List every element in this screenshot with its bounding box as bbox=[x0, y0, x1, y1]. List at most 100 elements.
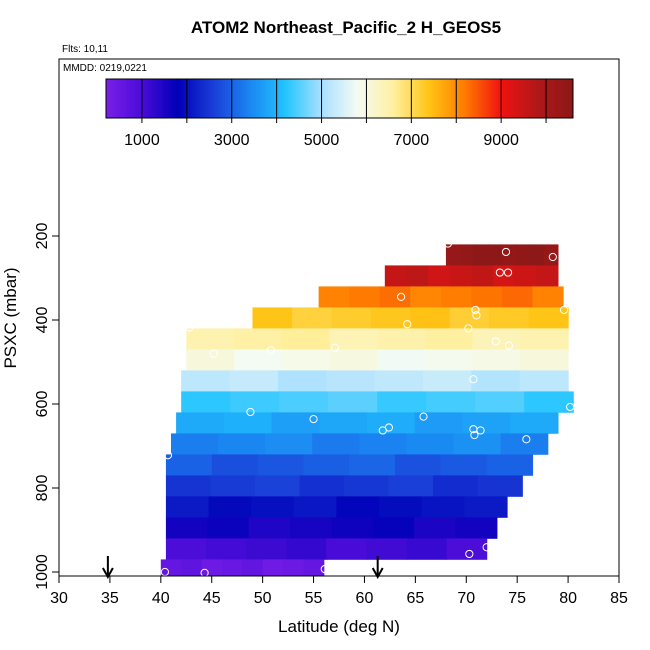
colorbar-swatch bbox=[346, 79, 350, 118]
heatmap-cell bbox=[449, 265, 472, 287]
heatmap-cell bbox=[303, 454, 350, 476]
colorbar-swatch bbox=[495, 79, 499, 118]
heatmap-cell bbox=[471, 286, 503, 308]
heatmap-cell bbox=[281, 328, 331, 350]
heatmap-cell bbox=[349, 454, 396, 476]
heatmap-cell bbox=[372, 517, 415, 539]
colorbar-swatch bbox=[255, 79, 259, 118]
colorbar-tick-label: 9000 bbox=[483, 132, 519, 149]
heatmap-cell bbox=[421, 496, 465, 518]
heatmap-cell bbox=[374, 370, 424, 392]
colorbar-swatch bbox=[521, 79, 525, 118]
colorbar-swatch bbox=[330, 79, 333, 118]
chart-title: ATOM2 Northeast_Pacific_2 H_GEOS5 bbox=[191, 18, 501, 37]
y-tick-label: 600 bbox=[34, 391, 51, 418]
heatmap-cell bbox=[246, 538, 287, 560]
colorbar-swatch bbox=[192, 79, 196, 118]
colorbar-swatch bbox=[467, 79, 471, 118]
colorbar-swatch bbox=[190, 79, 193, 118]
observation-point bbox=[522, 435, 531, 444]
colorbar-swatch bbox=[169, 79, 172, 118]
colorbar-swatch bbox=[117, 79, 121, 118]
heatmap-cell bbox=[234, 349, 283, 371]
heatmap-cell bbox=[359, 433, 408, 455]
heatmap-cell bbox=[455, 517, 498, 539]
colorbar-swatch bbox=[488, 79, 492, 118]
heatmap-cell bbox=[426, 391, 476, 413]
colorbar-frame bbox=[105, 78, 574, 119]
heatmap-cell bbox=[487, 244, 503, 266]
colorbar-swatch bbox=[143, 79, 147, 118]
observation-point bbox=[330, 343, 340, 352]
heatmap-cell bbox=[501, 286, 534, 308]
heatmap-cell bbox=[406, 265, 429, 287]
colorbar-swatch bbox=[400, 79, 404, 118]
colorbar-swatch bbox=[164, 79, 168, 118]
colorbar-swatch bbox=[509, 79, 513, 118]
x-axis: 30 35 40 45 50 55 60 65 70 75 80 85 bbox=[50, 576, 628, 607]
colorbar-swatch bbox=[162, 79, 165, 118]
colorbar-swatch bbox=[213, 79, 217, 118]
observation-point bbox=[185, 323, 194, 332]
heatmap-cell bbox=[500, 433, 549, 455]
colorbar-swatch bbox=[372, 79, 376, 118]
heatmap-cell bbox=[248, 517, 291, 539]
colorbar-swatch bbox=[507, 79, 511, 118]
heatmap-cell bbox=[370, 307, 411, 329]
position-markers bbox=[101, 556, 384, 580]
colorbar-swatch bbox=[239, 79, 242, 118]
x-tick-label: 65 bbox=[406, 590, 424, 607]
colorbar-swatch bbox=[565, 79, 569, 118]
observation-point bbox=[246, 407, 255, 417]
colorbar-swatch bbox=[176, 79, 179, 118]
colorbar: 1000 3000 5000 7000 9000 bbox=[105, 78, 574, 149]
date-label: MMDD: 0219,0221 bbox=[63, 63, 147, 74]
colorbar-swatch bbox=[463, 79, 467, 118]
colorbar-tick-label: 5000 bbox=[304, 132, 340, 149]
colorbar-swatch bbox=[381, 79, 385, 118]
observation-point bbox=[403, 320, 412, 329]
colorbar-swatch bbox=[150, 79, 154, 118]
colorbar-swatch bbox=[141, 79, 144, 118]
colorbar-swatch bbox=[514, 79, 518, 118]
colorbar-swatch bbox=[204, 79, 207, 118]
heatmap-cell bbox=[252, 307, 293, 329]
colorbar-swatch bbox=[418, 79, 422, 118]
observation-point bbox=[472, 311, 481, 320]
observation-point bbox=[566, 402, 575, 412]
colorbar-swatch bbox=[395, 79, 399, 118]
colorbar-swatch bbox=[379, 79, 383, 118]
colorbar-swatch bbox=[479, 79, 483, 118]
colorbar-swatch bbox=[129, 79, 133, 118]
colorbar-swatch bbox=[423, 79, 427, 118]
colorbar-swatch bbox=[460, 79, 464, 118]
colorbar-swatch bbox=[122, 79, 126, 118]
colorbar-swatch bbox=[551, 79, 555, 118]
colorbar-swatch bbox=[199, 79, 203, 118]
y-axis-label: PSXC (mbar) bbox=[1, 267, 20, 368]
heatmap-cell bbox=[536, 265, 559, 287]
heatmap-cell bbox=[303, 559, 325, 577]
colorbar-swatch bbox=[519, 79, 523, 118]
colorbar-swatch bbox=[453, 79, 457, 118]
heatmap-cell bbox=[446, 538, 488, 560]
colorbar-swatch bbox=[260, 79, 263, 118]
heatmap-cell bbox=[290, 517, 332, 539]
heatmap-cell bbox=[165, 538, 207, 560]
x-tick-label: 75 bbox=[508, 590, 526, 607]
colorbar-swatch bbox=[523, 79, 527, 118]
colorbar-swatch bbox=[327, 79, 331, 118]
colorbar-swatch bbox=[344, 79, 348, 118]
heatmap-cell bbox=[473, 244, 489, 266]
heatmap-cell bbox=[242, 559, 264, 577]
observation-point bbox=[469, 375, 478, 384]
observation-point bbox=[491, 337, 500, 346]
heatmap-cell bbox=[424, 328, 474, 350]
heatmap-cell bbox=[255, 475, 301, 497]
heatmap-cell bbox=[271, 412, 320, 434]
colorbar-swatch bbox=[309, 79, 312, 118]
flights-label: Flts: 10,11 bbox=[62, 44, 108, 55]
colorbar-swatch bbox=[383, 79, 387, 118]
heatmap-cell bbox=[449, 307, 490, 329]
